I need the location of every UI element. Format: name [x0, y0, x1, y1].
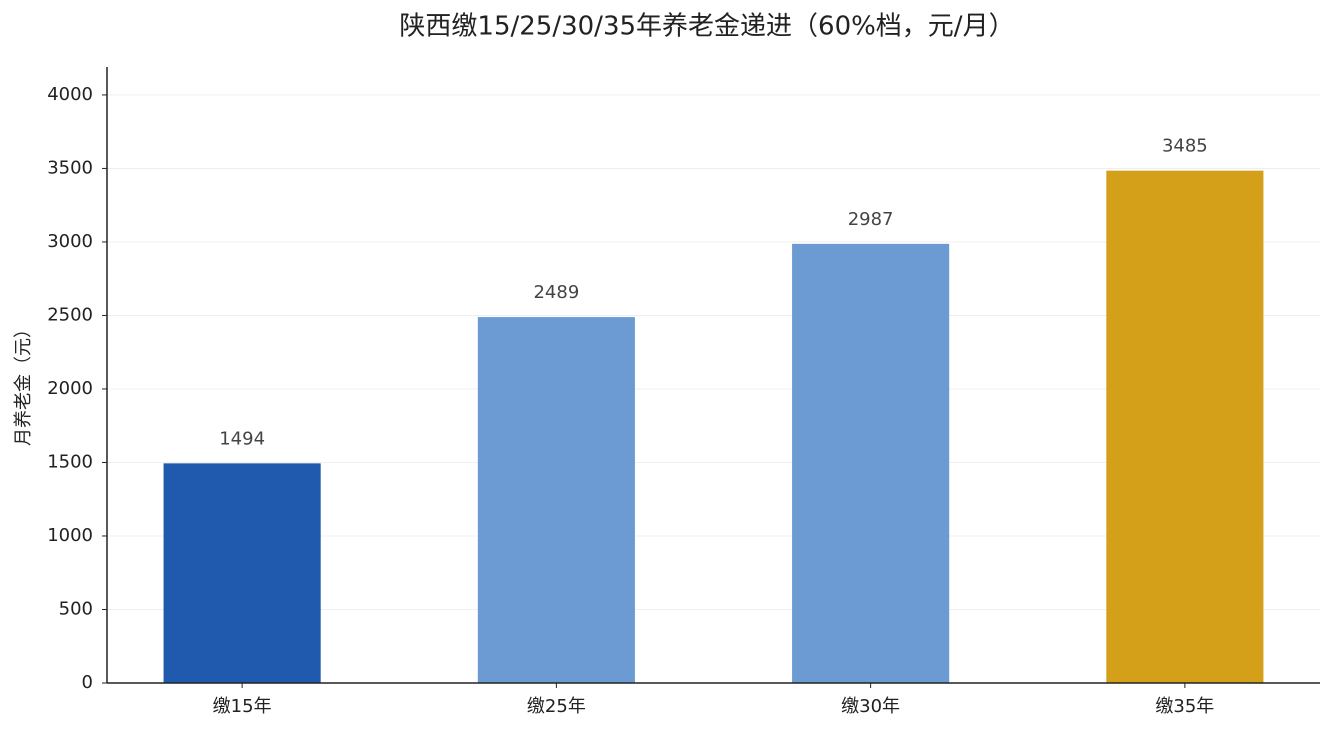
value-label: 2987 — [848, 209, 894, 230]
y-tick-label: 2500 — [47, 304, 93, 325]
value-label: 2489 — [533, 282, 579, 303]
y-tick-label: 1000 — [47, 525, 93, 546]
x-tick-label: 缴35年 — [1155, 696, 1214, 717]
y-tick-label: 4000 — [47, 84, 93, 105]
bar — [477, 317, 635, 683]
y-tick-label: 0 — [82, 672, 93, 693]
value-label: 3485 — [1162, 136, 1208, 157]
y-tick-label: 2000 — [47, 378, 93, 399]
chart-title: 陕西缴15/25/30/35年养老金递进（60%档，元/月） — [399, 12, 1014, 42]
y-tick-label: 1500 — [47, 451, 93, 472]
bar — [1106, 170, 1264, 683]
y-axis-label: 月养老金（元） — [13, 320, 34, 446]
x-tick-label: 缴15年 — [213, 696, 272, 717]
y-tick-label: 3000 — [47, 231, 93, 252]
value-label: 1494 — [219, 428, 265, 449]
x-tick-label: 缴30年 — [841, 696, 900, 717]
bar — [163, 463, 321, 683]
bar — [792, 243, 950, 684]
x-tick-label: 缴25年 — [527, 696, 586, 717]
y-tick-label: 3500 — [47, 157, 93, 178]
y-tick-label: 500 — [59, 598, 93, 619]
